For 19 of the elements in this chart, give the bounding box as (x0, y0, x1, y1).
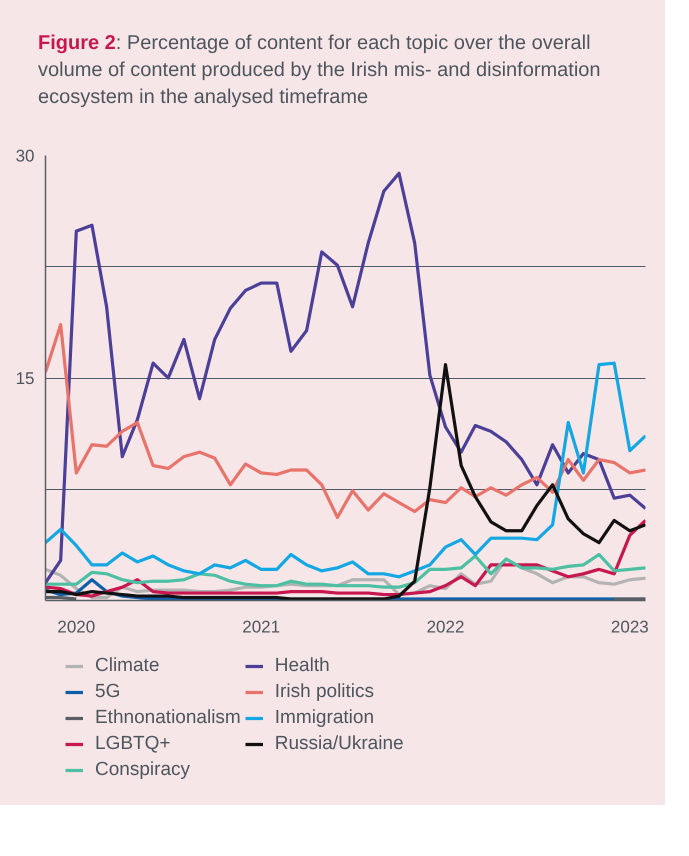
legend-label: LGBTQ+ (95, 733, 170, 755)
legend-label: Immigration (274, 707, 374, 729)
x-tick-label: 2021 (242, 618, 280, 636)
legend-label: Conspiracy (95, 759, 190, 781)
line-series (46, 323, 646, 520)
y-tick-label: 30 (16, 146, 35, 166)
legend-label: Climate (95, 655, 160, 677)
line-series (46, 172, 646, 584)
line-series (46, 552, 646, 589)
legend-label: Russia/Ukraine (274, 733, 404, 755)
x-tick-label: 2023 (610, 618, 649, 636)
x-tick-label: 2022 (426, 618, 464, 636)
y-tick-label: 15 (16, 369, 35, 388)
chart-title: Figure 2: Percentage of content for each topic over the overall volume of content produced by the Irish mis- and disinformation ecosystem in the analysed timeframe (38, 31, 602, 110)
x-tick-label: 2020 (57, 618, 96, 636)
legend-label: Irish politics (274, 681, 374, 703)
legend-label: Ethnonationalism (95, 707, 241, 729)
legend-label: 5G (95, 681, 120, 703)
legend-label: Health (274, 655, 330, 677)
